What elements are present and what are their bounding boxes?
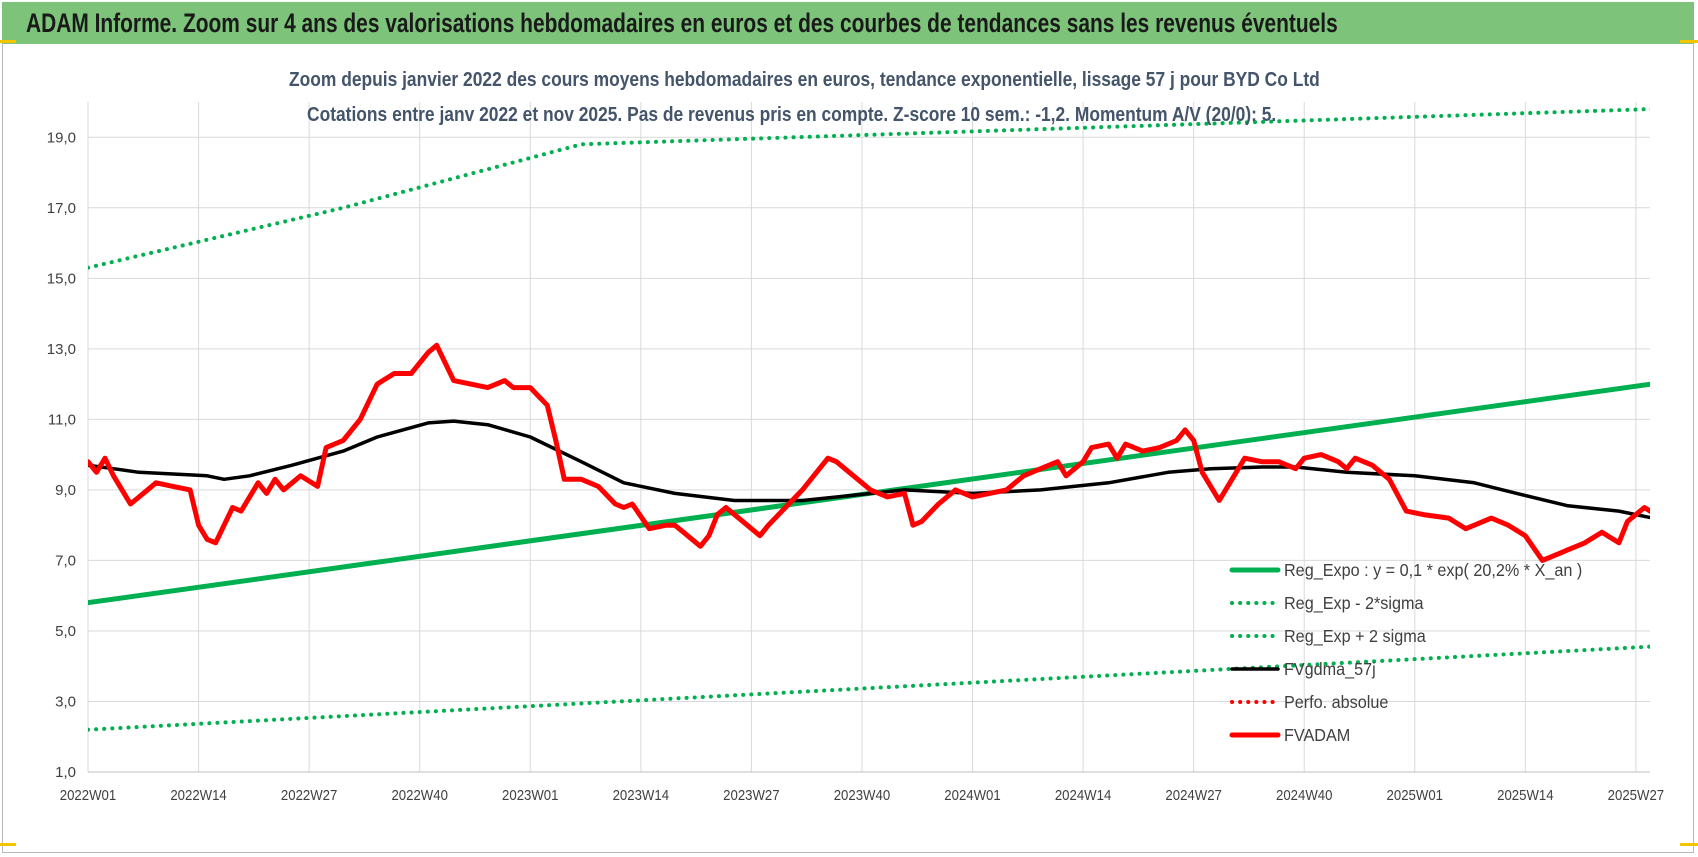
chart-title: Zoom depuis janvier 2022 des cours moyen… bbox=[289, 69, 1320, 91]
x-tick-label: 2023W01 bbox=[502, 786, 559, 803]
x-tick-label: 2023W27 bbox=[723, 786, 780, 803]
corner-mark-bottom-right bbox=[1680, 843, 1698, 846]
x-tick-label: 2024W27 bbox=[1165, 786, 1222, 803]
y-tick-label: 17,0 bbox=[47, 200, 76, 217]
x-tick-label: 2023W40 bbox=[834, 786, 891, 803]
y-tick-label: 9,0 bbox=[55, 482, 76, 499]
y-tick-label: 5,0 bbox=[55, 623, 76, 640]
x-tick-label: 2022W14 bbox=[170, 786, 227, 803]
header-title: ADAM Informe. Zoom sur 4 ans des valoris… bbox=[26, 8, 1338, 38]
x-tick-label: 2022W40 bbox=[391, 786, 448, 803]
corner-mark-bottom-left bbox=[0, 843, 16, 846]
x-tick-label: 2023W14 bbox=[613, 786, 670, 803]
legend-label-1: Reg_Exp - 2*sigma bbox=[1284, 593, 1424, 613]
x-tick-label: 2025W01 bbox=[1387, 786, 1444, 803]
header-bar: ADAM Informe. Zoom sur 4 ans des valoris… bbox=[2, 2, 1694, 44]
y-tick-label: 11,0 bbox=[48, 411, 76, 428]
y-tick-label: 7,0 bbox=[55, 552, 76, 569]
y-tick-label: 3,0 bbox=[55, 693, 76, 710]
legend-label-5: FVADAM bbox=[1284, 725, 1350, 745]
corner-mark-right bbox=[1680, 40, 1698, 43]
series-line-0 bbox=[88, 381, 1650, 606]
legend-label-3: FVgdma_57j bbox=[1284, 659, 1376, 679]
x-tick-label: 2022W01 bbox=[60, 786, 117, 803]
series-line-1 bbox=[88, 644, 1650, 732]
y-tick-label: 15,0 bbox=[47, 270, 76, 287]
series-line-5 bbox=[88, 342, 1650, 563]
corner-mark-left bbox=[0, 40, 16, 43]
legend-label-4: Perfo. absolue bbox=[1284, 692, 1388, 712]
x-tick-label: 2022W27 bbox=[281, 786, 338, 803]
x-tick-label: 2025W27 bbox=[1608, 786, 1665, 803]
chart-subtitle: Cotations entre janv 2022 et nov 2025. P… bbox=[307, 104, 1277, 126]
x-tick-label: 2025W14 bbox=[1497, 786, 1554, 803]
y-tick-label: 13,0 bbox=[47, 341, 76, 358]
x-tick-label: 2024W40 bbox=[1276, 786, 1333, 803]
x-tick-label: 2024W14 bbox=[1055, 786, 1112, 803]
series-line-2 bbox=[88, 107, 1650, 270]
legend-label-2: Reg_Exp + 2 sigma bbox=[1284, 626, 1426, 646]
y-tick-label: 1,0 bbox=[55, 764, 76, 781]
y-tick-label: 19,0 bbox=[47, 129, 76, 146]
legend-label-0: Reg_Expo : y = 0,1 * exp( 20,2% * X_an ) bbox=[1284, 560, 1582, 580]
x-tick-label: 2024W01 bbox=[944, 786, 1001, 803]
